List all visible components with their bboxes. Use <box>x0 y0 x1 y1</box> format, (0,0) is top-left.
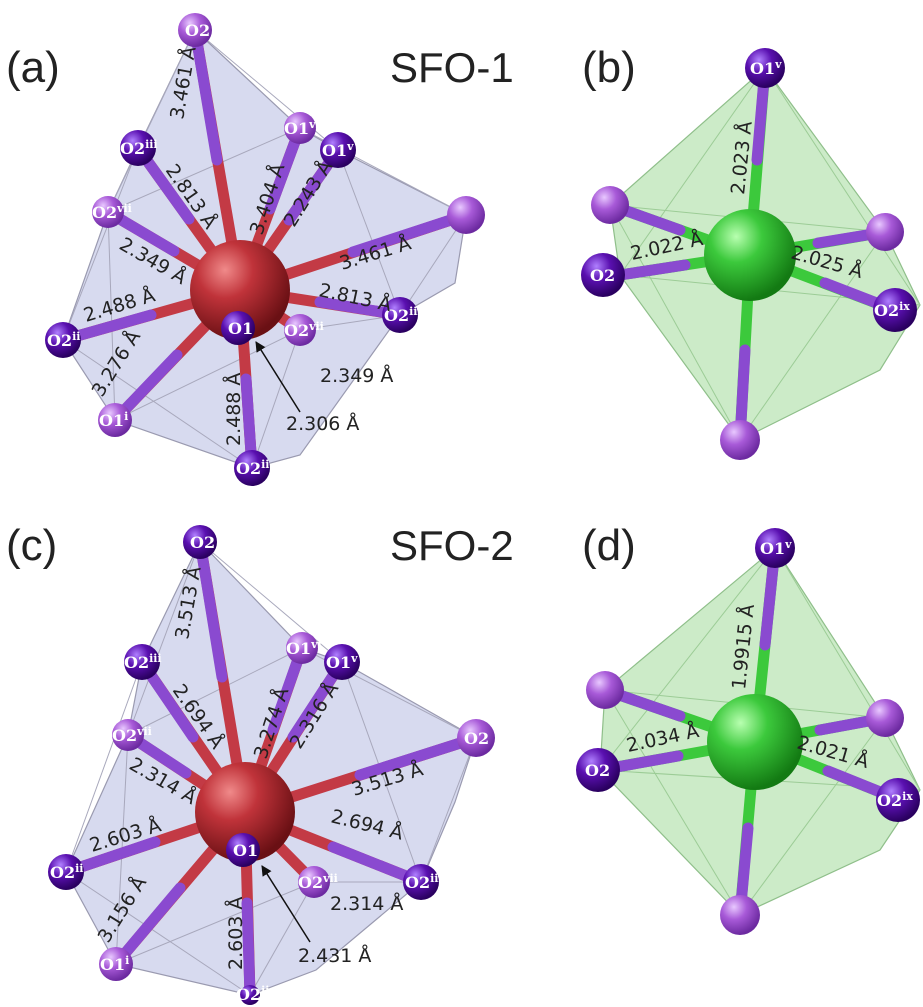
sr-atom-a <box>190 240 290 340</box>
atom-label: O2 <box>190 533 215 552</box>
oxygen-atom <box>457 719 495 757</box>
atom-label: O1v <box>750 58 782 78</box>
oxygen-atom <box>240 985 260 1005</box>
oxygen-atom <box>226 833 260 867</box>
atom-label: O2iii <box>384 305 422 325</box>
oxygen-atom <box>755 528 795 568</box>
oxygen-atom <box>112 719 144 751</box>
oxygen-atom <box>45 322 81 358</box>
oxygen-atom <box>720 420 760 460</box>
atom-label: O1 <box>228 319 253 338</box>
atom-label: O2iii <box>124 652 162 672</box>
atom-label: O1v <box>326 652 358 672</box>
bond-length-label: 2.603 Å <box>224 897 247 970</box>
panel-label: (c) <box>6 521 57 570</box>
oxygen-atom <box>382 297 418 333</box>
panel-label: (a) <box>6 43 60 92</box>
bond-length-label: 2.349 Å <box>320 364 393 387</box>
atom-label: O2ix <box>874 300 910 320</box>
oxygen-atom <box>284 314 316 346</box>
panel-a: O2 O2iii O1vi O1v O2vii O2ii O1 O2vii O2… <box>6 13 514 486</box>
oxygen-atom <box>298 866 330 898</box>
oxygen-atom <box>720 895 760 935</box>
structure-label: SFO-1 <box>390 44 514 91</box>
oxygen-atom <box>447 196 485 234</box>
oxygen-atom <box>286 632 318 664</box>
atom-label: O1i <box>99 410 128 430</box>
oxygen-atom <box>221 311 255 345</box>
pointer-arrow <box>261 865 311 943</box>
oxygen-atom <box>586 671 624 709</box>
oxygen-atom <box>320 132 356 168</box>
atom-label: O2vii <box>284 320 324 340</box>
oxygen-atom <box>178 13 212 47</box>
atom-label: O2iii <box>405 872 443 892</box>
polyhedron-c-edges <box>65 541 477 996</box>
bond-length-label: 2.314 Å <box>330 892 403 915</box>
atom-label: O1 <box>233 841 258 860</box>
panel-label: (d) <box>582 521 636 570</box>
atom-label: O2vii <box>112 725 152 745</box>
atom-label: O2vii <box>92 202 132 222</box>
atom-label: O2 <box>590 266 615 285</box>
oxygen-atom <box>576 748 620 792</box>
pointer-arrow <box>255 341 301 413</box>
oxygen-atom <box>99 947 133 981</box>
bond-length-label: 2.431 Å <box>298 944 371 967</box>
atom-label: O2iii <box>120 138 158 158</box>
atom-label: O2 <box>585 761 610 780</box>
bond-length-label: 2.306 Å <box>286 412 359 435</box>
atom-label: O2 <box>464 729 489 748</box>
oxygen-atom <box>284 112 316 144</box>
oxygen-atom <box>591 186 629 224</box>
atom-label: O1v <box>322 140 354 160</box>
sr-atom-c <box>195 762 295 862</box>
atom-label: O2ii <box>47 330 80 350</box>
panel-c: O2 O2iii O1vi O1v O2vii O2 O2ii O1 O2vii… <box>6 521 514 1005</box>
oxygen-atom <box>98 403 132 437</box>
oxygen-atom <box>866 213 904 251</box>
panel-d: O1v O2 O2ix 1.9915 Å 2.034 Å 2.021 Å (d) <box>576 521 921 935</box>
oxygen-atom <box>876 778 920 822</box>
structure-label: SFO-2 <box>390 522 514 569</box>
atom-label: O1v <box>760 538 792 558</box>
oxygen-atom <box>745 48 785 88</box>
atom-label: O1vi <box>286 638 322 658</box>
panel-label: (b) <box>582 43 636 92</box>
atom-label: O2ii <box>236 458 269 478</box>
oxygen-atom <box>403 864 439 900</box>
oxygen-atom <box>873 288 917 332</box>
fe-atom-d <box>707 694 803 790</box>
panel-b: O1v O2 O2ix 2.023 Å 2.022 Å 2.025 Å (b) <box>581 43 921 460</box>
atom-label: O2ii <box>236 984 269 1004</box>
atom-label: O2vii <box>298 872 338 892</box>
oxygen-atom <box>48 854 84 890</box>
oxygen-atom <box>124 644 160 680</box>
atom-label: O2ix <box>877 790 913 810</box>
oxygen-atom <box>324 644 360 680</box>
atom-label: O2ii <box>50 862 83 882</box>
atom-label: O1vi <box>284 118 320 138</box>
atom-label: O1i <box>100 954 129 974</box>
oxygen-atom <box>183 525 217 559</box>
oxygen-atom <box>866 699 904 737</box>
fe-atom-b <box>704 209 796 301</box>
oxygen-atom <box>92 196 124 228</box>
oxygen-atom <box>120 130 156 166</box>
oxygen-atom <box>234 450 270 486</box>
atom-label: O2 <box>185 21 210 40</box>
bond-length-label: 2.488 Å <box>222 373 245 446</box>
oxygen-atom <box>581 253 625 297</box>
